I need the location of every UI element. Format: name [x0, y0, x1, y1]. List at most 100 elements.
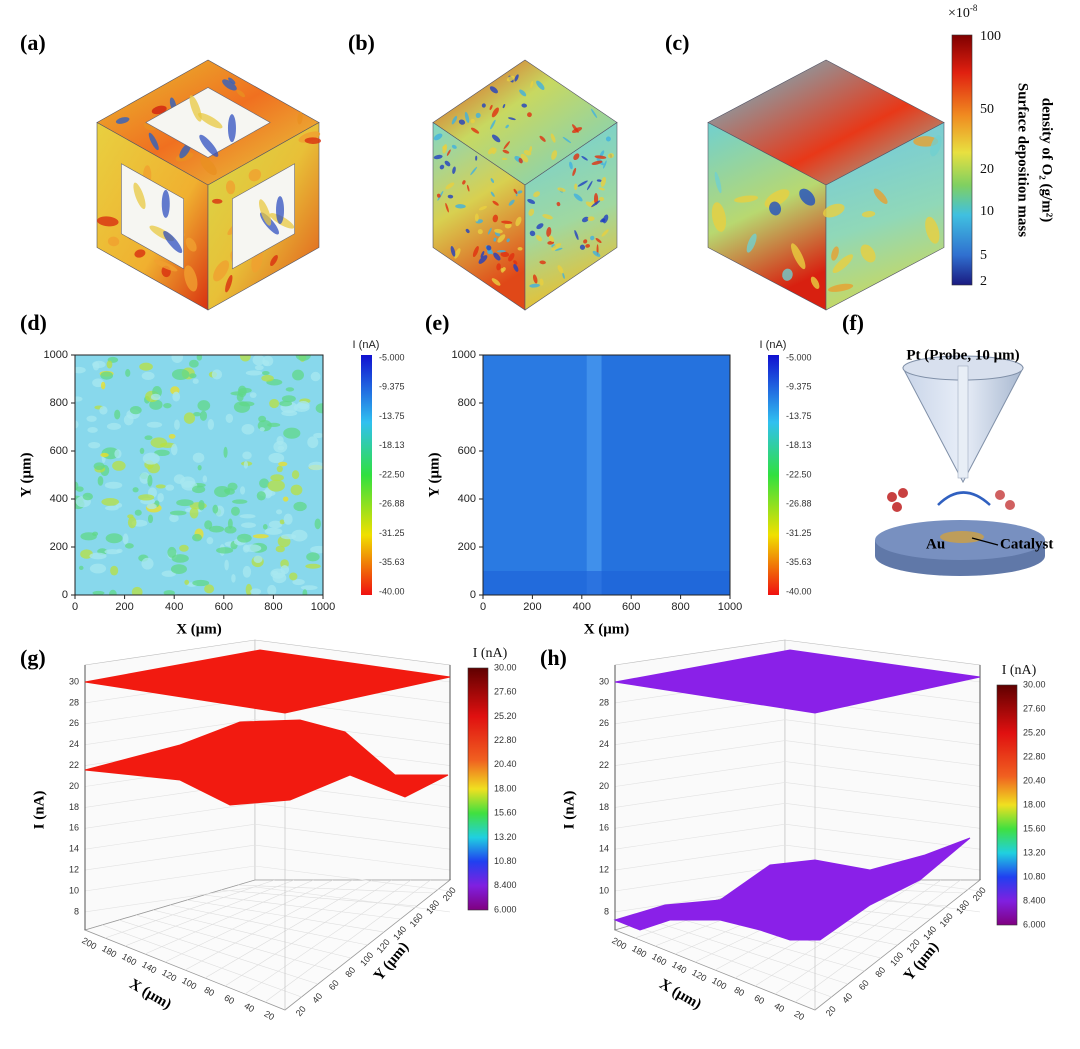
heatmap-spot [144, 435, 153, 441]
texture-spot [466, 184, 470, 192]
texture-spot [782, 268, 793, 281]
colorbar-title: I (nA) [473, 646, 508, 661]
molecule [995, 490, 1005, 500]
colorbar-tick-label: 30.00 [1023, 679, 1046, 689]
texture-spot [452, 166, 456, 174]
texture-spot [433, 154, 443, 160]
heatmap-spot [307, 436, 319, 449]
heatmap-spot [208, 525, 225, 533]
texture-spot [447, 194, 454, 199]
texture-spot [587, 216, 595, 221]
y-tick-label: 800 [458, 397, 476, 409]
texture-spot [492, 147, 497, 155]
inner-wall-spot [197, 112, 223, 129]
texture-spot [828, 283, 854, 292]
heatmap-spot [290, 484, 303, 496]
texture-spot [451, 144, 457, 149]
texture-spot [470, 127, 480, 134]
heatmap-stripe [586, 355, 602, 595]
heatmap-spot [129, 405, 142, 415]
texture-spot [536, 223, 544, 230]
x-tick-label: 400 [573, 601, 591, 613]
heatmap-spot [249, 392, 257, 398]
y-axis-label: Y (μm) [18, 452, 34, 497]
heatmap-spot [106, 360, 113, 369]
heatmap-spot [191, 485, 206, 494]
texture-spot [489, 104, 493, 111]
heatmap-spot [124, 543, 134, 549]
heatmap-spot [105, 505, 119, 511]
heatmap-spot [308, 461, 323, 471]
heatmap-spot [211, 369, 223, 380]
texture-spot [799, 188, 816, 206]
texture-spot [601, 229, 609, 237]
heatmap-spot [142, 452, 160, 465]
z-tick-label: 8 [604, 906, 609, 916]
heatmap-spot [132, 487, 139, 493]
texture-spot [474, 213, 479, 222]
heatmap-spot [192, 579, 210, 587]
colorbar-tick-label: 100 [980, 29, 1001, 44]
texture-spot [601, 218, 606, 223]
surface-bottom [613, 837, 971, 941]
heatmap-spot [101, 498, 120, 506]
texture-spot [496, 250, 506, 253]
x-tick-label: 100 [180, 975, 198, 991]
texture-spot [539, 135, 546, 142]
texture-spot [527, 198, 536, 204]
heatmap-spot [147, 474, 153, 487]
heatmap-spot [199, 410, 208, 421]
texture-spot [607, 153, 614, 159]
inner-wall-spot [276, 196, 285, 225]
heatmap-spot [242, 565, 252, 578]
panel-label: (f) [842, 310, 864, 335]
heatmap-spot [109, 589, 117, 595]
texture-spot [562, 136, 572, 144]
texture-spot [200, 157, 217, 176]
heatmap-spot [179, 544, 189, 552]
heatmap-spot [165, 484, 175, 491]
heatmap-spot [87, 426, 98, 433]
texture-spot [714, 171, 722, 194]
heatmap-spot [227, 518, 233, 529]
texture-spot [490, 119, 496, 130]
heatmap-spot [167, 546, 177, 558]
heatmap-spot [202, 475, 208, 483]
texture-spot [562, 272, 565, 279]
texture-spot [550, 133, 556, 143]
y-tick-label: 600 [458, 445, 476, 457]
heatmap-spot [204, 584, 215, 594]
texture-spot [583, 239, 588, 244]
heatmap-spot [252, 534, 269, 539]
heatmap-spot [291, 470, 300, 480]
z-tick-label: 18 [599, 802, 609, 812]
heatmap-spot [169, 514, 179, 523]
heatmap-spot [100, 452, 109, 458]
texture-spot [465, 228, 470, 234]
y-tick-label: 1000 [452, 349, 476, 361]
y-tick-label: 400 [458, 493, 476, 505]
colorbar-tick-label: 22.80 [1023, 751, 1046, 761]
y-tick-label: 0 [470, 589, 476, 601]
y-tick-label: 200 [458, 541, 476, 553]
wall-grid [84, 823, 256, 850]
texture-spot [506, 75, 515, 82]
inner-wall-spot [161, 189, 170, 218]
heatmap-spot [277, 445, 285, 451]
heatmap-spot [204, 520, 213, 530]
texture-spot [470, 166, 478, 176]
y-tick-label: 180 [424, 898, 441, 916]
texture-spot [500, 251, 510, 258]
heatmap-spot [262, 524, 268, 530]
heatmap-spot [253, 555, 263, 563]
x-axis-label: X (μm) [657, 976, 704, 1013]
heatmap-spot [261, 374, 274, 382]
y-tick-label: 60 [857, 978, 871, 992]
y-tick-label: 20 [294, 1004, 308, 1018]
texture-spot [532, 274, 538, 284]
heatmap-spot [237, 385, 247, 398]
texture-spot [470, 118, 475, 124]
heatmap-spot [171, 368, 190, 380]
texture-spot [590, 235, 595, 241]
wall-grid [254, 803, 451, 829]
